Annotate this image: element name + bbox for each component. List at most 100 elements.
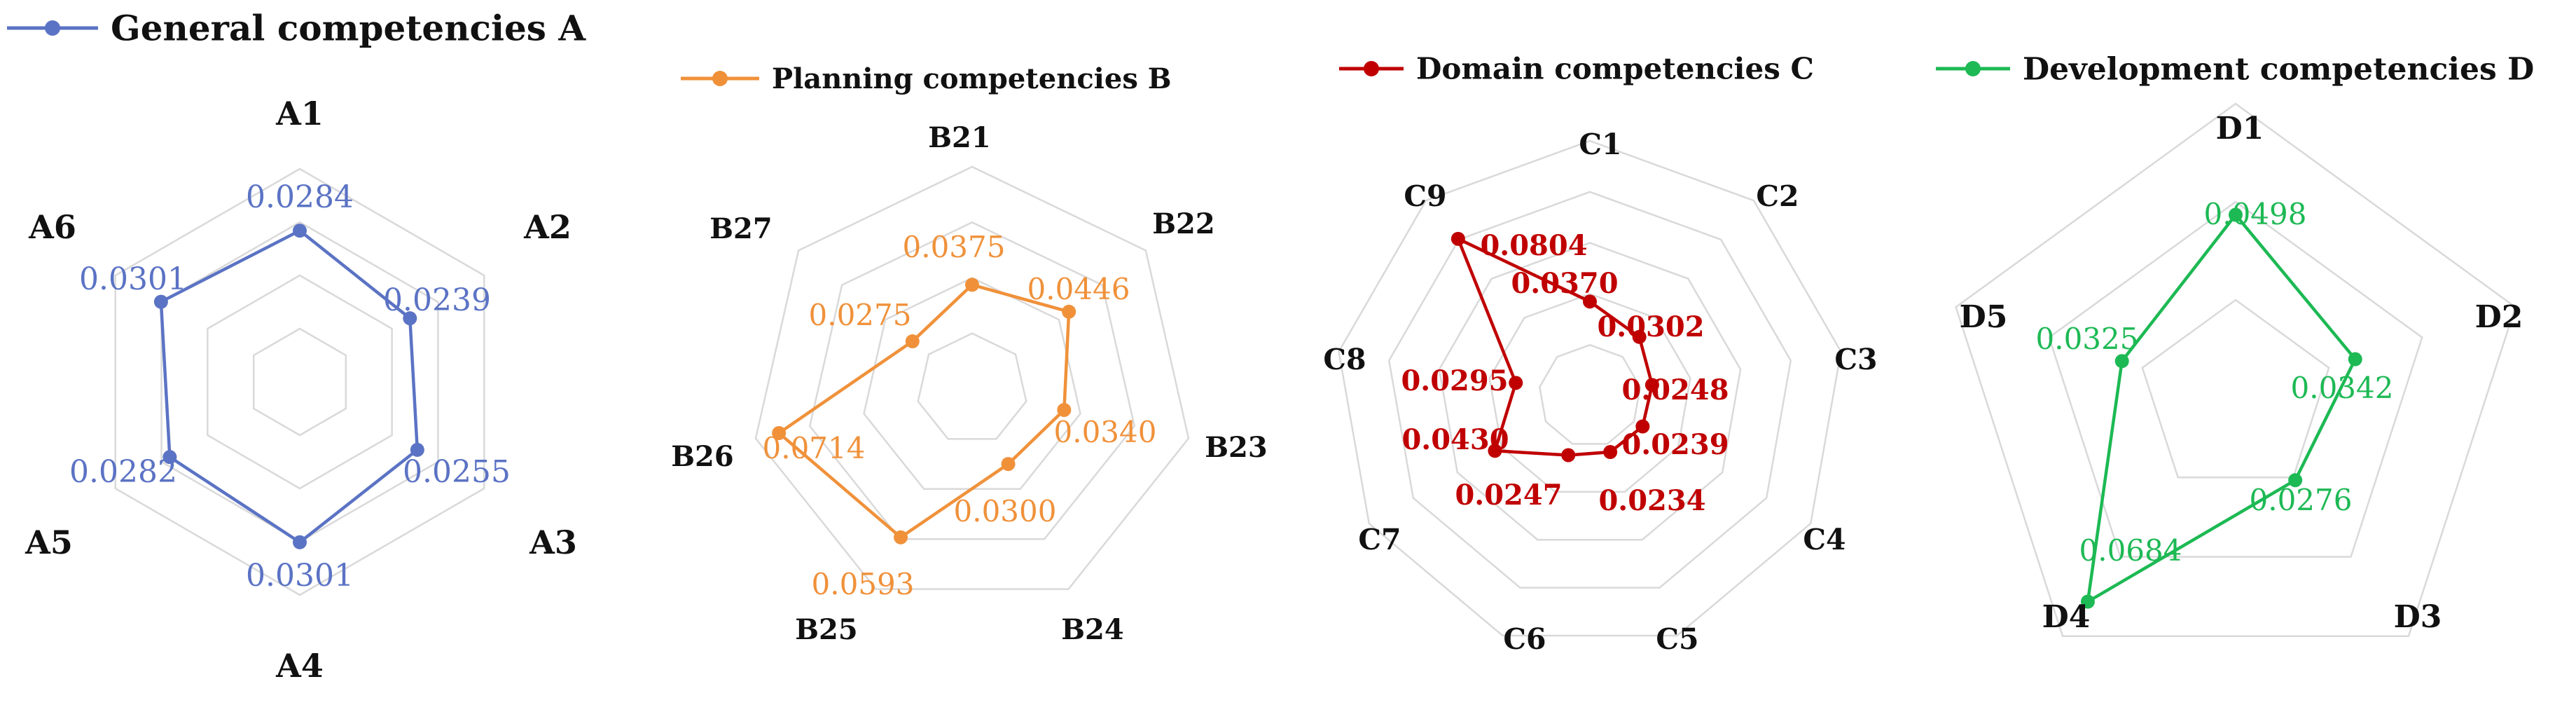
grid-ring [754, 165, 1190, 590]
data-point-C5 [1603, 445, 1618, 460]
axis-label-C7: C7 [1358, 523, 1401, 556]
data-label-C1: 0.0370 [1511, 267, 1618, 300]
data-point-D3 [2288, 473, 2303, 488]
data-label-A2: 0.0239 [383, 282, 491, 318]
data-label-B23: 0.0340 [1054, 415, 1157, 449]
axis-label-A2: A2 [523, 208, 572, 246]
axis-label-C1: C1 [1579, 128, 1621, 161]
data-label-B21: 0.0375 [903, 230, 1006, 264]
data-point-D2 [2348, 352, 2362, 367]
data-label-C9: 0.0804 [1480, 229, 1587, 262]
data-label-B25: 0.0593 [812, 567, 915, 601]
data-label-C6: 0.0247 [1455, 479, 1562, 512]
data-point-A2 [403, 311, 417, 326]
data-label-A3: 0.0255 [403, 454, 511, 490]
grid-ring [917, 332, 1027, 440]
data-point-C3 [1644, 378, 1659, 392]
data-point-B27 [905, 334, 920, 349]
data-label-B24: 0.0300 [954, 494, 1057, 528]
radar-chart-3: Development competencies D 0.0498 0.0342 0.… [1936, 51, 2534, 638]
data-label-C4: 0.0239 [1621, 428, 1729, 461]
axis-label-C8: C8 [1323, 343, 1366, 376]
data-label-D4: 0.0684 [2079, 533, 2182, 568]
data-label-A1: 0.0284 [246, 179, 354, 215]
data-point-B22 [1062, 304, 1076, 319]
legend-marker [1965, 61, 1981, 76]
data-point-D1 [2229, 207, 2243, 222]
series-line [777, 283, 1071, 539]
data-point-B25 [894, 530, 908, 545]
axis-label-B27: B27 [709, 212, 772, 245]
grid-ring [2141, 299, 2330, 479]
data-label-C8: 0.0295 [1401, 364, 1508, 397]
data-label-C3: 0.0248 [1621, 374, 1729, 406]
grid-ring [114, 167, 485, 596]
data-label-D5: 0.0325 [2036, 322, 2139, 356]
data-point-A6 [153, 294, 168, 309]
legend-label: Development competencies D [2023, 51, 2534, 87]
axis-label-D4: D4 [2042, 599, 2091, 635]
data-label-A4: 0.0301 [246, 558, 354, 594]
axis-label-D2: D2 [2475, 299, 2523, 335]
data-point-A3 [410, 442, 424, 457]
legend: Domain competencies C [1339, 52, 1814, 86]
data-label-B26: 0.0714 [763, 431, 866, 465]
grid-ring [1438, 242, 1742, 541]
legend: Planning competencies B [681, 62, 1172, 95]
axis-label-C4: C4 [1803, 523, 1846, 556]
axis-label-B23: B23 [1205, 431, 1267, 464]
data-label-C7: 0.0430 [1401, 423, 1509, 456]
grid-ring [1538, 343, 1642, 445]
data-point-C2 [1632, 329, 1647, 344]
legend-marker [712, 71, 728, 86]
axis-label-D3: D3 [2394, 599, 2442, 635]
data-label-D1: 0.0498 [2204, 197, 2307, 231]
series-line [2086, 213, 2357, 603]
data-point-D4 [2080, 594, 2095, 609]
data-label-D2: 0.0342 [2291, 371, 2394, 405]
axis-label-C3: C3 [1834, 343, 1877, 376]
radar-chart-2: Domain competencies C 0.0370 0.0302 0.0248 0… [1323, 52, 1877, 656]
legend-marker [1364, 61, 1379, 76]
axis-label-C2: C2 [1756, 179, 1799, 213]
axis-label-C6: C6 [1503, 622, 1546, 656]
data-point-A4 [293, 535, 307, 549]
axis-label-A3: A3 [529, 523, 577, 561]
legend-label: Domain competencies C [1416, 52, 1814, 86]
data-label-C2: 0.0302 [1597, 310, 1704, 343]
grid-ring [1387, 191, 1792, 589]
data-point-C9 [1450, 231, 1465, 246]
axis-label-B21: B21 [928, 121, 990, 154]
data-point-C6 [1561, 448, 1576, 463]
legend-label: General competencies A [111, 8, 586, 49]
grid-ring [1955, 102, 2516, 638]
axis-label-D5: D5 [1960, 299, 2008, 335]
axis-label-A4: A4 [275, 647, 324, 685]
axis-label-A6: A6 [28, 208, 76, 246]
data-label-B22: 0.0446 [1027, 272, 1130, 306]
axis-label-C9: C9 [1404, 179, 1446, 213]
data-label-A6: 0.0301 [79, 261, 187, 297]
legend: Development competencies D [1936, 51, 2534, 87]
legend-label: Planning competencies B [772, 62, 1172, 95]
axis-label-C5: C5 [1656, 622, 1698, 656]
grid-ring [1488, 293, 1691, 493]
data-point-C1 [1583, 294, 1597, 309]
grid-ring [808, 221, 1136, 540]
data-point-B21 [965, 278, 979, 292]
legend: General competencies A [7, 8, 586, 49]
axis-label-D1: D1 [2216, 111, 2264, 146]
grid-ring [2048, 200, 2423, 558]
data-label-D3: 0.0276 [2250, 483, 2353, 517]
axis-label-B24: B24 [1061, 613, 1123, 646]
grid-ring [160, 221, 439, 543]
data-point-C4 [1635, 419, 1650, 434]
radar-grid [1955, 102, 2516, 638]
grid-ring [207, 274, 393, 490]
data-label-B27: 0.0275 [809, 298, 912, 332]
data-point-B23 [1057, 402, 1072, 417]
data-point-A1 [293, 224, 307, 238]
radar-chart-0: General competencies A 0.0284 0.0239 0.0255… [7, 8, 586, 685]
data-point-B26 [772, 425, 787, 440]
